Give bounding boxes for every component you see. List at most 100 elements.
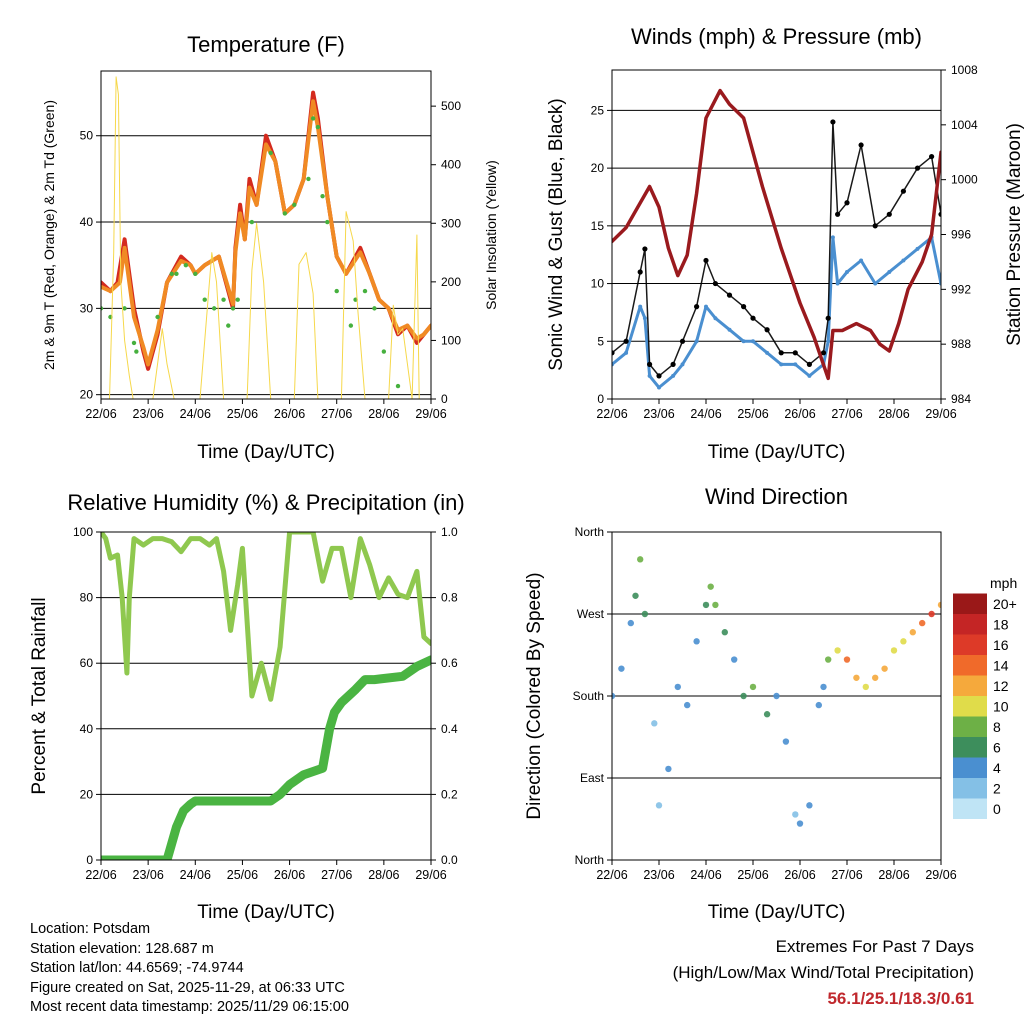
dewpoint-point: [230, 306, 236, 311]
colorbar-swatch: [953, 716, 987, 737]
x-tick-label: 27/06: [831, 868, 862, 882]
wind-point: [873, 281, 878, 286]
series-sonic-wind: [612, 235, 941, 389]
y-tick-label: 0: [597, 392, 604, 406]
x-tick-label: 22/06: [596, 868, 627, 882]
x-tick-label: 28/06: [878, 407, 909, 421]
x-tick-label: 23/06: [643, 868, 674, 882]
gust-point: [844, 200, 850, 206]
direction-point: [655, 802, 663, 809]
gust-point: [656, 373, 662, 379]
x-tick-label: 29/06: [925, 868, 956, 882]
y2-tick-label: 400: [441, 158, 461, 172]
wind-point: [642, 316, 647, 321]
direction-point: [721, 629, 728, 636]
plot-frame: [611, 69, 942, 400]
gust-point: [741, 304, 747, 310]
gust-point: [858, 142, 864, 148]
gust-point: [726, 292, 733, 298]
y2-tick-label: 0: [441, 392, 448, 406]
direction-point: [815, 701, 822, 709]
panel-wind-direction: Wind Direction Time (Day/UTC) Direction (C…: [524, 484, 1017, 923]
direction-point: [834, 647, 841, 654]
dewpoint-point: [211, 306, 217, 311]
gust-point: [938, 211, 941, 217]
extremes-values: 56.1/25.1/18.3/0.61: [827, 989, 974, 1008]
direction-point: [900, 638, 907, 645]
x-tick-label: 25/06: [737, 868, 768, 882]
y-tick-label: West: [577, 607, 605, 621]
dewpoint-point: [193, 271, 198, 277]
colorbar-swatch: [953, 655, 987, 676]
direction-point: [702, 601, 710, 609]
direction-point: [665, 765, 672, 773]
y2-tick-label: 500: [441, 99, 461, 113]
dewpoint-point: [202, 297, 207, 302]
colorbar-swatch: [953, 593, 987, 614]
gust-point: [872, 223, 878, 229]
wind-point: [741, 339, 746, 344]
wind-point: [765, 350, 770, 355]
y-tick-label: 10: [591, 277, 605, 291]
panel-temperature: Temperature (F) Time (Day/UTC) 2m & 9m T (…: [41, 32, 499, 463]
colorbar-label: 14: [993, 657, 1009, 673]
y2-tick-label: 0.8: [441, 591, 458, 605]
gust-point: [647, 361, 653, 367]
colorbar-swatch: [953, 737, 987, 758]
x-tick-label: 22/06: [85, 868, 116, 882]
extremes-box: Extremes For Past 7 Days (High/Low/Max W…: [673, 934, 974, 1012]
direction-point: [928, 610, 935, 618]
dewpoint-point: [334, 288, 339, 294]
panel-winds: Winds (mph) & Pressure (mb) Time (Day/UTC…: [546, 24, 1024, 463]
x-tick-label: 29/06: [415, 407, 446, 421]
gust-point: [679, 338, 686, 344]
dewpoint-point: [174, 271, 179, 277]
gust-point: [900, 188, 907, 194]
dewpoint-point: [122, 306, 127, 311]
y-tick-label: North: [575, 525, 604, 539]
direction-point: [919, 619, 926, 627]
series-gust: [612, 121, 941, 377]
direction-point: [937, 601, 941, 609]
series-station-pressure: [612, 88, 941, 381]
x-tick-label: 25/06: [227, 407, 258, 421]
colorbar-swatch: [953, 757, 987, 778]
y2-tick-label: 0.4: [441, 722, 458, 736]
y2-tick-label: 100: [441, 333, 461, 347]
wind-point: [793, 362, 798, 367]
x-tick-label: 27/06: [321, 407, 352, 421]
colorbar-swatch: [953, 778, 987, 799]
dewpoint-point: [306, 176, 311, 182]
x-tick-label: 29/06: [925, 407, 956, 421]
dewpoint-point: [362, 288, 368, 294]
dewpoint-point: [292, 202, 297, 207]
wind-point: [647, 373, 652, 378]
x-tick-label: 26/06: [274, 407, 305, 421]
direction-point: [740, 692, 747, 700]
x-axis-label: Time (Day/UTC): [197, 442, 335, 463]
y-axis-label: Sonic Wind & Gust (Blue, Black): [546, 98, 567, 370]
direction-point: [853, 674, 860, 681]
gust-point: [929, 153, 935, 160]
figure-created: Figure created on Sat, 2025-11-29, at 06…: [30, 979, 345, 996]
colorbar-label: 10: [993, 698, 1009, 714]
gust-point: [825, 315, 831, 321]
x-tick-label: 24/06: [180, 868, 211, 882]
extremes-title: Extremes For Past 7 Days: [775, 937, 974, 956]
direction-point: [749, 683, 757, 691]
dewpoint-point: [395, 383, 401, 389]
y-tick-label: 60: [80, 656, 94, 670]
x-tick-label: 27/06: [831, 407, 862, 421]
dewpoint-point: [282, 211, 288, 216]
y2-tick-label: 1008: [951, 63, 978, 77]
direction-point: [862, 683, 869, 691]
colorbar-swatch: [953, 634, 987, 655]
wind-point: [835, 281, 840, 286]
x-tick-label: 23/06: [133, 407, 164, 421]
colorbar-swatch: [953, 675, 987, 696]
series-group: [612, 88, 941, 390]
gust-point: [750, 315, 756, 321]
direction-point: [731, 656, 738, 663]
y2-axis-label: Solar Insolation (Yellow): [483, 160, 499, 310]
